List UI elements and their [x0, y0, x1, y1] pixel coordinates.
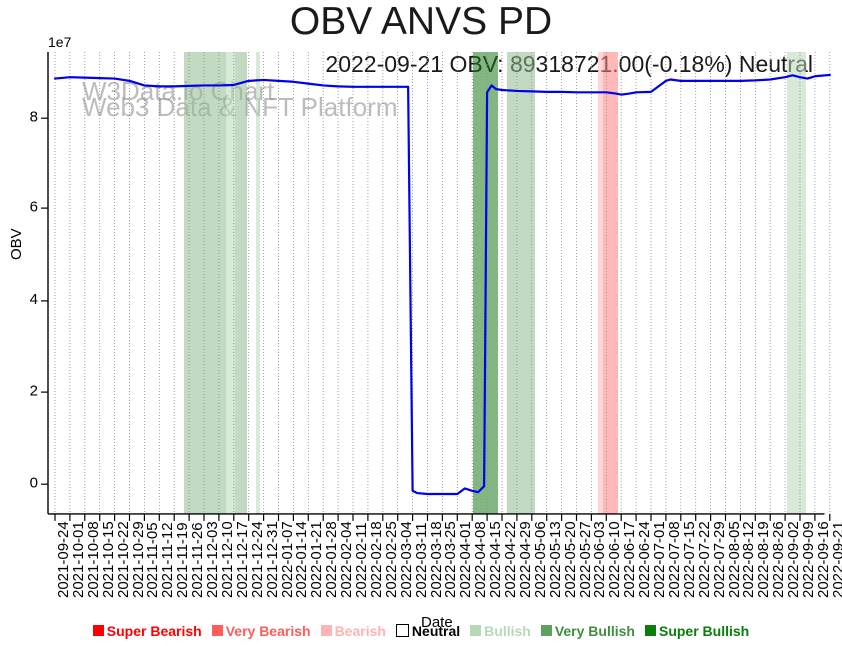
- svg-text:6: 6: [30, 198, 38, 215]
- svg-text:2: 2: [30, 382, 38, 399]
- svg-text:8: 8: [30, 108, 38, 125]
- svg-text:0: 0: [30, 474, 38, 491]
- svg-text:4: 4: [30, 291, 38, 308]
